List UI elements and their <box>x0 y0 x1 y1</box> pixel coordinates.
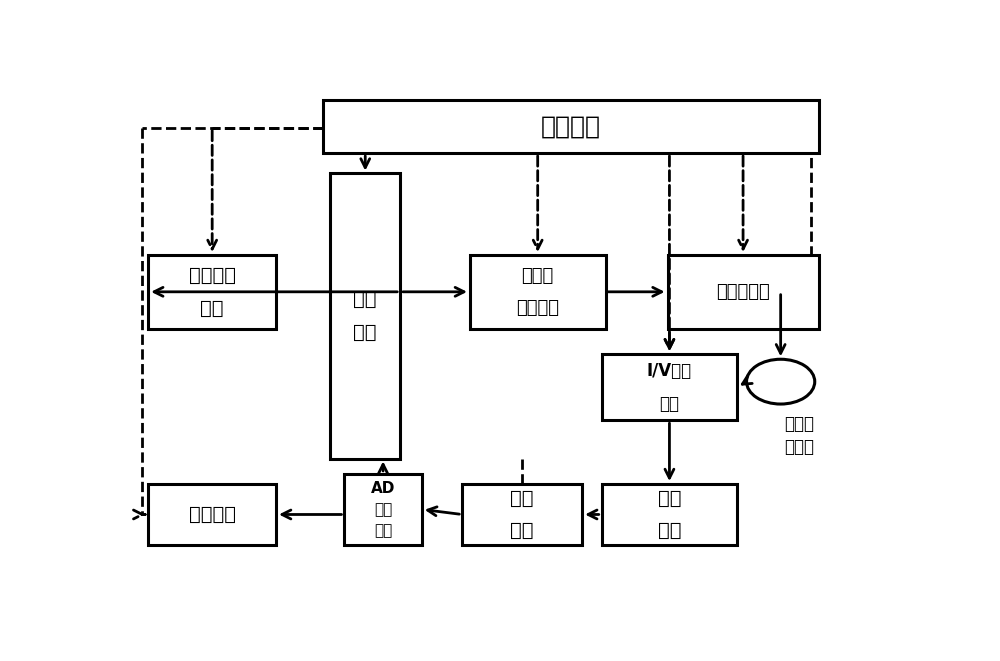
Text: 转换: 转换 <box>374 502 392 517</box>
Text: 恒电位电路: 恒电位电路 <box>716 283 770 301</box>
Bar <box>470 255 606 329</box>
Text: 电路: 电路 <box>200 299 224 317</box>
Bar <box>330 173 400 459</box>
Text: 产生电路: 产生电路 <box>516 299 559 317</box>
Text: 三电极: 三电极 <box>784 415 814 434</box>
Text: 传感器: 传感器 <box>784 438 814 456</box>
Circle shape <box>747 360 815 404</box>
Bar <box>344 474 422 545</box>
Bar <box>148 484 276 545</box>
Bar <box>148 255 276 329</box>
Text: 双极性: 双极性 <box>522 266 554 284</box>
Bar <box>462 484 582 545</box>
Text: 滤波: 滤波 <box>658 488 681 508</box>
Text: 串口输出: 串口输出 <box>189 266 236 285</box>
Text: 电路: 电路 <box>659 395 679 412</box>
Text: 放大: 放大 <box>510 488 534 508</box>
Text: 电路: 电路 <box>374 523 392 538</box>
Text: 显示电路: 显示电路 <box>189 505 236 524</box>
Text: 供电电路: 供电电路 <box>541 114 601 138</box>
Text: 电路: 电路 <box>510 522 534 540</box>
Text: AD: AD <box>371 481 395 496</box>
Bar <box>602 484 737 545</box>
Text: 电路: 电路 <box>658 522 681 540</box>
Bar <box>602 354 737 420</box>
Text: I/V转换: I/V转换 <box>647 362 692 380</box>
Text: 控制: 控制 <box>354 290 377 309</box>
Text: 电路: 电路 <box>354 323 377 342</box>
Bar <box>323 100 819 153</box>
Bar <box>668 255 819 329</box>
